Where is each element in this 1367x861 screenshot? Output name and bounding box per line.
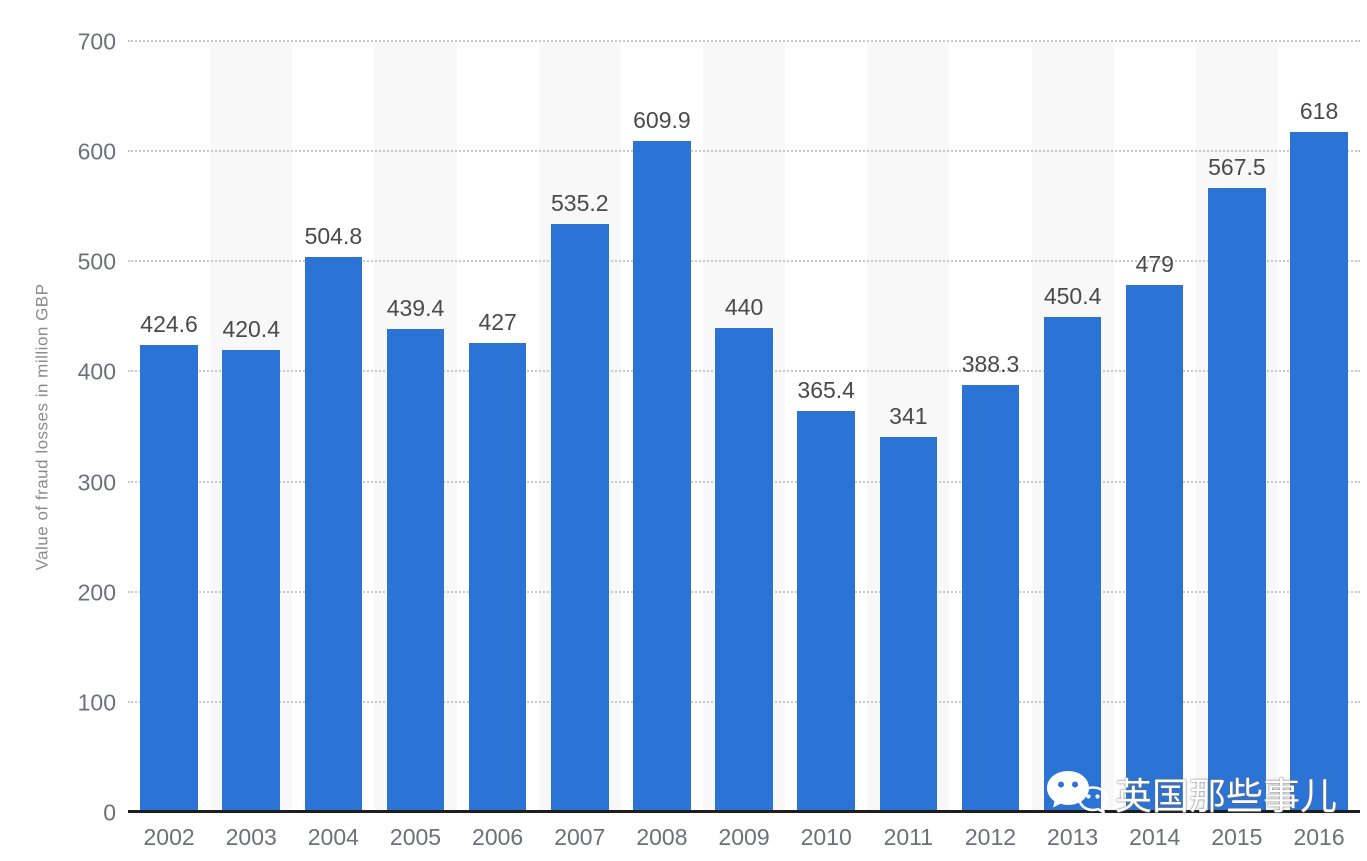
bar-2016 (1290, 132, 1348, 813)
bar-2015 (1208, 187, 1266, 813)
bar-2002 (140, 345, 198, 813)
bar-2014 (1126, 285, 1184, 813)
bar-2010 (797, 410, 855, 813)
column-2008: 609.9 (621, 42, 703, 813)
column-2004: 504.8 (292, 42, 374, 813)
bar-value-label: 365.4 (797, 376, 855, 403)
column-2011: 341 (867, 42, 950, 813)
column-2002: 424.6 (128, 42, 210, 813)
y-tick-label: 0 (103, 799, 116, 826)
column-2006: 427 (457, 42, 539, 813)
y-tick-label: 600 (77, 138, 116, 165)
bar-value-label: 427 (478, 308, 517, 335)
bar-value-label: 535.2 (551, 189, 609, 216)
y-tick-label: 300 (77, 469, 116, 496)
column-2015: 567.5 (1195, 42, 1278, 813)
column-2012: 388.3 (949, 42, 1031, 813)
bar-2003 (222, 349, 280, 813)
column-2016: 618 (1278, 42, 1360, 813)
x-tick-label: 2015 (1211, 824, 1263, 850)
wechat-icon (1047, 771, 1109, 815)
x-tick-label: 2010 (800, 824, 852, 850)
bar-value-label: 341 (889, 403, 928, 430)
bar-2011 (879, 437, 938, 813)
bar-2012 (961, 385, 1020, 813)
column-2013: 450.4 (1031, 42, 1114, 813)
plot-area: 424.6 420.4 504.8 439.4 427 535.2 609.9 440 365.… (128, 40, 1360, 813)
bar-2013 (1043, 316, 1102, 813)
bar-2007 (551, 223, 609, 813)
bar-2008 (633, 141, 691, 813)
x-tick-label: 2008 (636, 824, 688, 850)
bar-2006 (468, 342, 527, 813)
x-tick-label: 2004 (307, 824, 359, 850)
y-tick-label: 100 (77, 689, 116, 716)
column-2009: 440 (702, 42, 786, 813)
column-2003: 420.4 (210, 42, 293, 813)
bar-value-label: 440 (724, 294, 764, 321)
bar-value-label: 420.4 (222, 315, 280, 342)
bar-value-label: 504.8 (304, 223, 363, 249)
x-axis: 2002 2003 2004 2005 2006 2007 2008 2009 2010 2011… (128, 824, 1360, 851)
y-tick-label: 700 (77, 28, 116, 55)
bar-2009 (715, 328, 773, 813)
bar-value-label: 424.6 (140, 311, 198, 338)
column-2014: 479 (1114, 42, 1196, 813)
bar-2004 (304, 257, 363, 813)
x-tick-label: 2007 (554, 824, 606, 850)
gridline-600 (128, 150, 1360, 153)
y-tick-label: 200 (77, 579, 116, 606)
x-tick-label: 2012 (964, 824, 1017, 850)
x-tick-label: 2016 (1293, 824, 1345, 850)
y-axis: 0 100 200 300 400 500 600 700 (0, 30, 116, 824)
bar-value-label: 609.9 (633, 107, 691, 134)
bar-value-label: 479 (1135, 251, 1174, 278)
column-2005: 439.4 (374, 42, 457, 813)
column-2010: 365.4 (785, 42, 867, 813)
gridline-500 (128, 260, 1360, 263)
watermark-text: 英国那些事儿 (1115, 776, 1337, 817)
x-tick-label: 2013 (1047, 824, 1099, 850)
y-tick-label: 400 (77, 358, 116, 385)
bar-value-label: 450.4 (1043, 282, 1102, 309)
gridline-700 (128, 40, 1360, 42)
x-axis-line (128, 810, 1360, 813)
watermark: 英国那些事儿 (1046, 770, 1337, 815)
x-tick-label: 2014 (1129, 824, 1181, 850)
x-tick-label: 2006 (472, 824, 524, 850)
x-tick-label: 2009 (718, 824, 770, 850)
bar-value-label: 439.4 (386, 295, 445, 322)
bar-value-label: 567.5 (1208, 153, 1266, 180)
y-tick-label: 500 (77, 248, 116, 275)
column-2007: 535.2 (538, 42, 621, 813)
x-tick-label: 2002 (143, 824, 195, 850)
x-tick-label: 2011 (883, 824, 934, 850)
x-tick-label: 2005 (389, 824, 442, 850)
bar-2005 (386, 329, 445, 813)
bar-value-label: 388.3 (961, 351, 1020, 378)
bar-value-label: 618 (1299, 98, 1339, 125)
x-tick-label: 2003 (225, 824, 277, 850)
